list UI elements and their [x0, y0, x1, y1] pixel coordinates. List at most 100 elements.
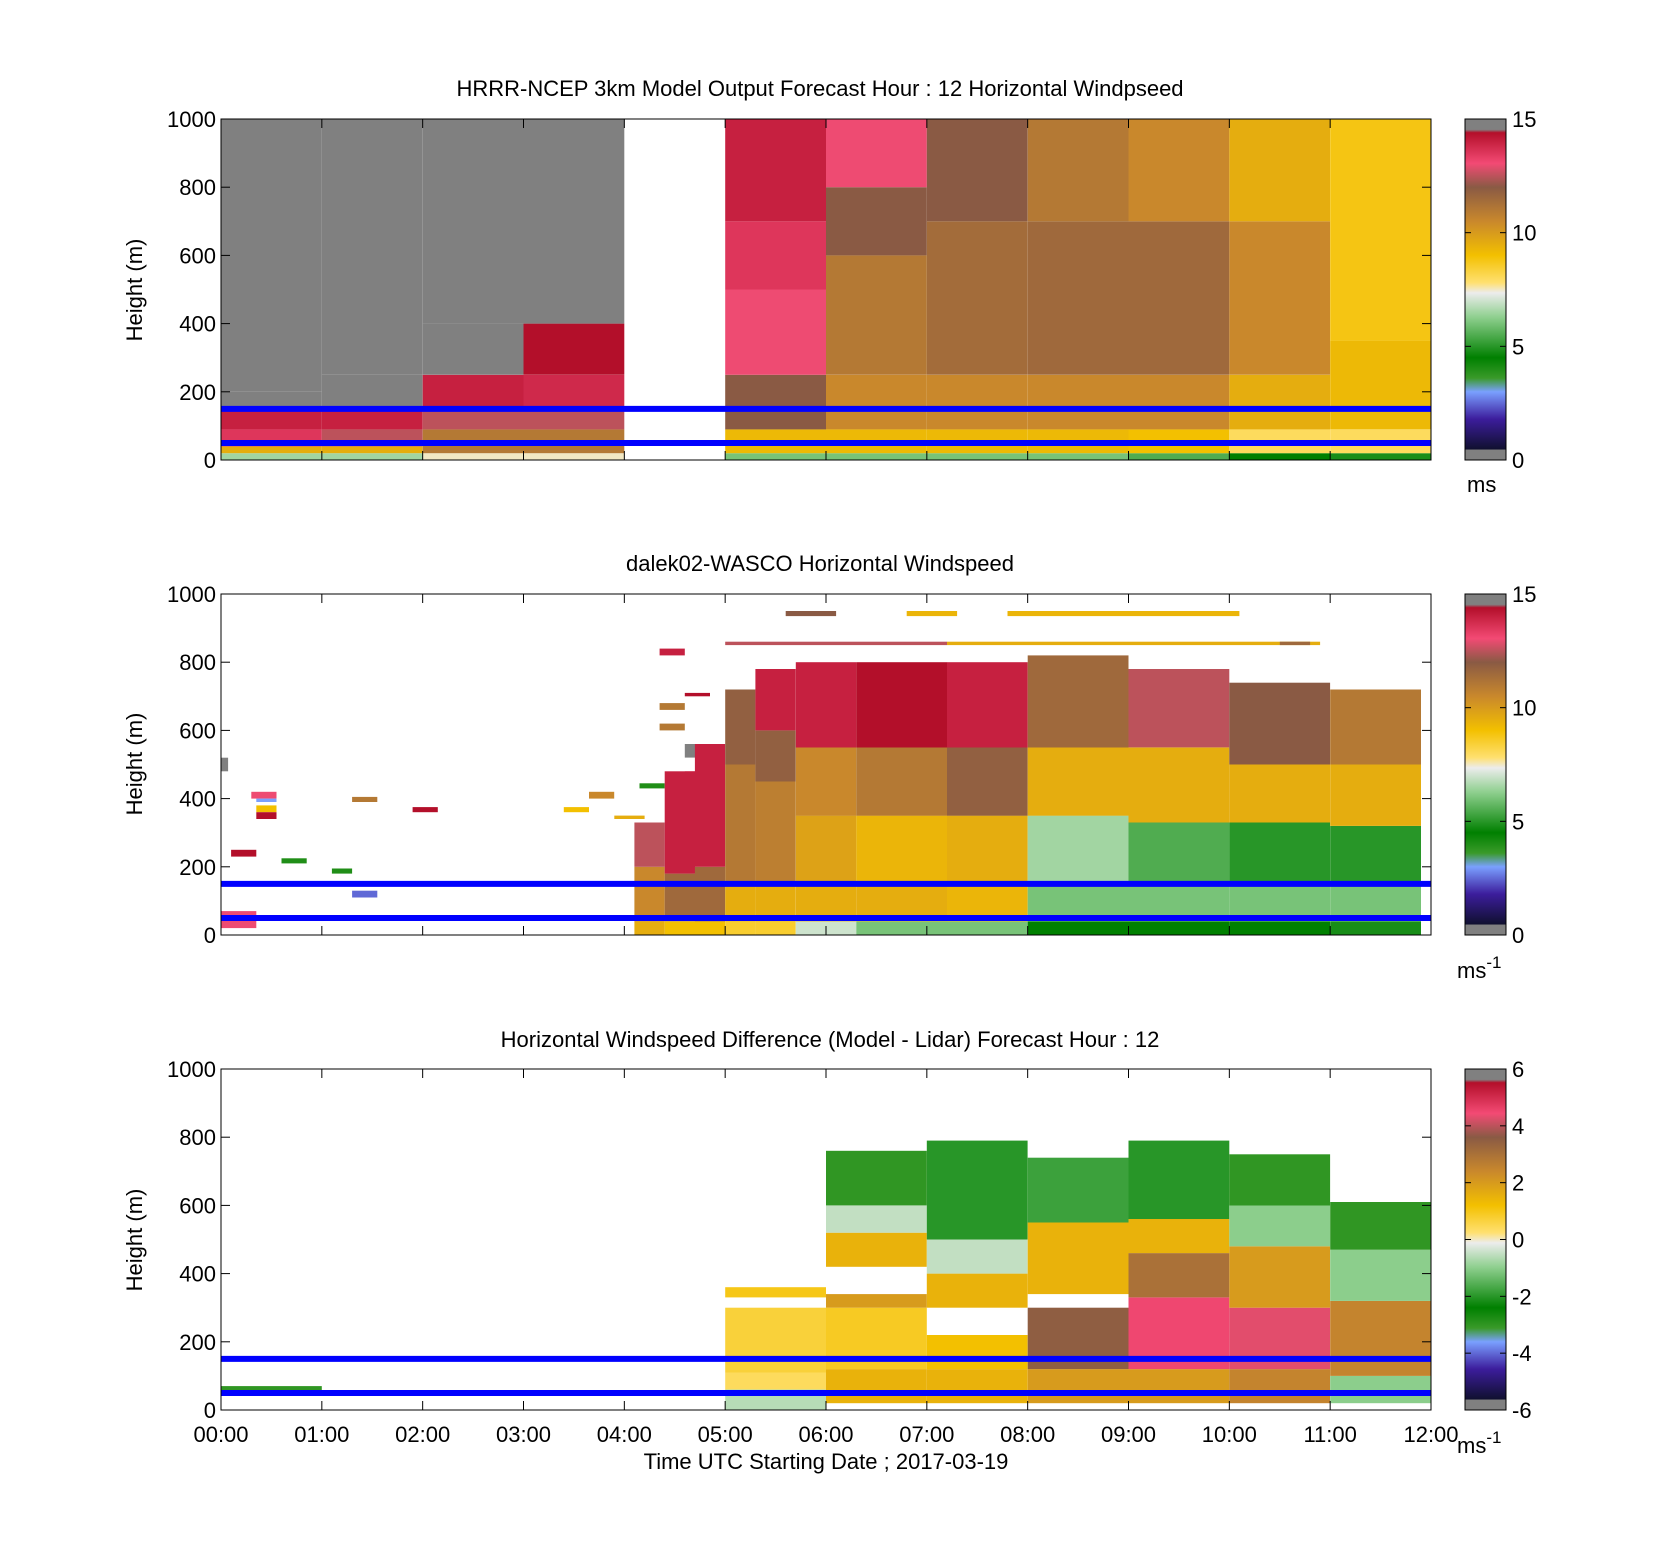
heatmap-cell [221, 391, 322, 409]
heatmap-cell [926, 221, 1028, 375]
heatmap-cell [1128, 1140, 1230, 1219]
heatmap-cell [563, 807, 589, 813]
x-tick-label: 08:00 [1000, 1422, 1055, 1447]
panel-model-xticks [220, 119, 1432, 460]
heatmap-cell [1027, 1222, 1129, 1295]
colorbar-tick-label: 0 [1512, 448, 1524, 473]
heatmap-cell [795, 815, 857, 884]
heatmap-cell [1229, 764, 1331, 823]
heatmap-cell [1330, 689, 1421, 765]
colorbar-tick-label: -6 [1512, 1398, 1532, 1423]
heatmap-cell [251, 791, 277, 799]
panel-difference-reflines [221, 1355, 1431, 1396]
y-tick-label: 200 [179, 1330, 216, 1355]
y-tick-label: 600 [179, 243, 216, 268]
heatmap-cell [725, 1307, 826, 1373]
heatmap-cell [1027, 747, 1129, 816]
colorbar-tick-label: 0 [1512, 1228, 1524, 1253]
heatmap-cell [523, 374, 625, 409]
heatmap-cell [1330, 1375, 1431, 1404]
heatmap-cell [422, 453, 524, 460]
panel-difference-colorbar-unit: ms-1 [1457, 1428, 1501, 1458]
heatmap-cell [1330, 1249, 1431, 1301]
heatmap-cell [1229, 453, 1331, 460]
panel-model-ylabel: Height (m) [122, 239, 147, 342]
heatmap-cell [352, 890, 378, 898]
x-tick-label: 04:00 [597, 1422, 652, 1447]
colorbar-tick-label: 15 [1512, 107, 1536, 132]
heatmap-cell [926, 119, 1028, 222]
panel-difference-colorbar [1464, 1068, 1507, 1411]
heatmap-cell [725, 689, 756, 765]
x-tick-label: 09:00 [1101, 1422, 1156, 1447]
panel-lidar-title: dalek02-WASCO Horizontal Windspeed [626, 551, 1014, 576]
heatmap-cell [785, 611, 837, 617]
heatmap-cell [281, 858, 307, 864]
heatmap-cell [947, 815, 1028, 884]
y-tick-label: 600 [179, 718, 216, 743]
panel-model-colorbar [1464, 118, 1507, 461]
heatmap-cell [256, 805, 277, 813]
heatmap-cell [422, 323, 524, 375]
heatmap-cell [664, 921, 695, 935]
panel-difference-colorbar-unit-sup: -1 [1486, 1428, 1501, 1447]
y-tick-label: 1000 [167, 107, 216, 132]
y-tick-label: 1000 [167, 582, 216, 607]
heatmap-cell [1330, 1300, 1431, 1376]
heatmap-cell [221, 1386, 322, 1393]
x-tick-label: 05:00 [698, 1422, 753, 1447]
heatmap-cell [614, 815, 645, 819]
y-tick-label: 400 [179, 787, 216, 812]
heatmap-cell [947, 921, 1028, 935]
heatmap-cell [795, 747, 857, 816]
heatmap-cell [331, 868, 353, 874]
heatmap-cell [664, 771, 695, 874]
heatmap-cell [926, 453, 1028, 460]
y-tick-label: 400 [179, 312, 216, 337]
heatmap-cell [321, 119, 423, 375]
panel-model-yticks: 0 200 400 600 800 1000 [167, 107, 1431, 473]
heatmap-cell [947, 662, 1028, 748]
y-tick-label: 200 [179, 380, 216, 405]
panel-lidar-yticks: 0 200 400 600 800 1000 [167, 582, 1431, 948]
panel-lidar-colorbar [1464, 593, 1507, 936]
heatmap-cell [1330, 921, 1421, 935]
panel-lidar-colorbar-unit-sup: -1 [1486, 953, 1501, 972]
panel-lidar-cells [221, 611, 1421, 935]
panel-difference-title: Horizontal Windspeed Difference (Model -… [501, 1027, 1160, 1052]
colorbar-tick-label: 5 [1512, 334, 1524, 359]
y-tick-label: 0 [204, 448, 216, 473]
panel-lidar-reflines [221, 880, 1431, 921]
heatmap-cell [664, 873, 695, 922]
heatmap-cell [1229, 1369, 1331, 1404]
heatmap-cell [725, 764, 756, 884]
heatmap-cell [755, 730, 796, 782]
heatmap-cell [1229, 682, 1331, 765]
panel-model-cells [221, 119, 1431, 460]
heatmap-cell [856, 747, 948, 816]
heatmap-cell [1128, 669, 1230, 748]
heatmap-cell [1229, 1205, 1331, 1247]
heatmap-cell [659, 723, 685, 731]
y-tick-label: 0 [204, 923, 216, 948]
heatmap-cell [826, 1369, 927, 1404]
heatmap-cell [725, 921, 756, 935]
heatmap-cell [1330, 825, 1421, 884]
heatmap-cell [926, 1369, 1028, 1404]
x-tick-label: 02:00 [395, 1422, 450, 1447]
heatmap-cell [589, 791, 615, 799]
heatmap-cell [231, 849, 257, 857]
x-tick-label: 01:00 [294, 1422, 349, 1447]
heatmap-cell [634, 822, 665, 867]
heatmap-cell [1229, 374, 1331, 430]
heatmap-cell [1027, 453, 1129, 460]
heatmap-cell [1229, 221, 1331, 375]
heatmap-cell [926, 1140, 1028, 1240]
y-tick-label: 400 [179, 1262, 216, 1287]
heatmap-cell [523, 119, 625, 324]
heatmap-cell [523, 453, 625, 460]
panel-model-title: HRRR-NCEP 3km Model Output Forecast Hour… [456, 76, 1183, 101]
heatmap-cell [1027, 119, 1129, 222]
heatmap-cell [321, 374, 423, 409]
